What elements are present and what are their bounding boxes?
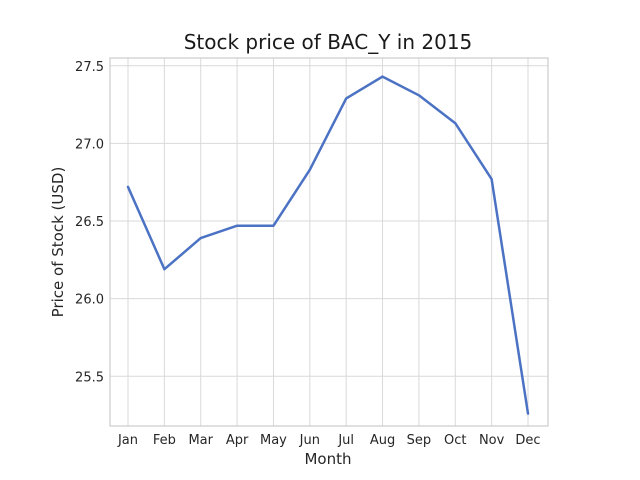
y-tick-label: 27.0 xyxy=(75,137,104,152)
x-tick-label: Feb xyxy=(153,433,176,448)
x-tick-label: Mar xyxy=(188,433,213,448)
x-axis-ticks: Jan Feb Mar Apr May Jun Jul Aug Sep Oct Nov Dec xyxy=(117,433,541,448)
gridlines xyxy=(110,58,548,426)
x-tick-label: May xyxy=(260,433,287,448)
x-tick-label: Dec xyxy=(515,433,540,448)
y-tick-label: 26.0 xyxy=(75,293,104,308)
x-axis-label: Month xyxy=(304,450,351,468)
x-tick-label: Jul xyxy=(337,433,354,448)
x-tick-label: Jan xyxy=(117,433,138,448)
series-lines xyxy=(126,75,530,415)
x-tick-label: Oct xyxy=(444,433,466,448)
y-tick-label: 26.5 xyxy=(75,215,104,230)
y-tick-label: 25.5 xyxy=(75,370,104,385)
y-axis-ticks: 25.5 26.0 26.5 27.0 27.5 xyxy=(75,60,104,386)
x-tick-label: Aug xyxy=(370,433,395,448)
y-tick-label: 27.5 xyxy=(75,60,104,75)
plot-frame xyxy=(109,57,549,427)
x-tick-label: Sep xyxy=(407,433,432,448)
x-tick-label: Nov xyxy=(479,433,505,448)
y-axis-label: Price of Stock (USD) xyxy=(49,167,67,318)
chart-title: Stock price of BAC_Y in 2015 xyxy=(184,30,473,54)
series-line xyxy=(126,75,530,415)
x-tick-label: Jun xyxy=(299,433,320,448)
x-tick-label: Apr xyxy=(226,433,249,448)
